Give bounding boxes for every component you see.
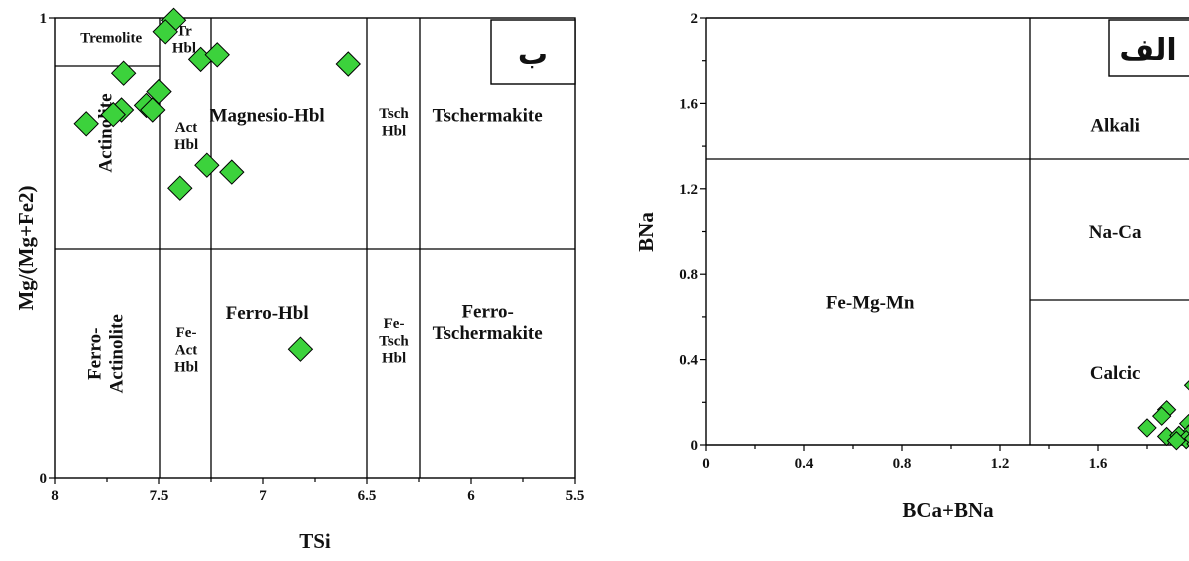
y-tick-label: 2 [691,11,699,27]
left-field-boundaries [55,18,575,478]
field-label: Tr Hbl [172,23,196,56]
x-tick-label: 0.8 [893,456,912,472]
left-y-axis-label: Mg/(Mg+Fe2) [14,185,38,310]
field-label: Tschermakite [433,105,543,126]
x-tick-label: 1.2 [991,456,1010,472]
right-data-points [1137,380,1189,451]
x-tick-label: 7.5 [150,488,169,504]
data-point-11 [1166,431,1187,451]
field-label: Na-Ca [1089,222,1142,243]
y-tick-label: 0 [691,438,699,454]
left-plot-frame [54,17,576,479]
field-label: Fe-Act Hbl [174,325,198,376]
data-point-5 [335,51,361,77]
x-tick-label: 6.5 [358,488,377,504]
field-label: Fe-Tsch Hbl [379,316,409,367]
left-panel-tag-box [490,19,576,85]
data-point-9 [140,97,166,123]
data-point-16 [287,336,314,362]
field-label: Tremolite [80,31,142,47]
right-panel-tag: الف [1119,33,1176,68]
right-y-axis-label: BNa [634,212,658,252]
data-point-14 [219,159,245,185]
data-point-1 [1183,380,1189,391]
x-tick-label: 0 [702,456,710,472]
data-point-13 [194,152,220,178]
data-point-6 [110,60,137,86]
data-point-3 [1151,406,1172,426]
data-point-2 [152,19,178,45]
amphibole-group-plot: Alkali Na-Ca Fe-Mg-Mn Calcic 0 0.4 0.8 1.2 1.6 2… [634,11,1189,522]
right-y-axis-ticks: 0 0.4 0.8 1.2 1.6 2 [679,11,706,454]
x-tick-label: 0.4 [795,456,814,472]
right-panel-tag-box [1108,19,1189,77]
y-tick-label: 0 [40,471,48,487]
y-tick-label: 1 [40,11,48,27]
field-label: Tsch Hbl [379,106,409,139]
data-point-12 [1183,433,1189,444]
x-tick-label: 1.6 [1089,456,1108,472]
left-x-axis-ticks: 8 7.5 7 6.5 6 5.5 [51,478,584,504]
y-tick-label: 0.8 [679,267,698,283]
field-label: Alkali [1090,115,1140,136]
y-tick-label: 1.6 [679,96,698,112]
y-tick-label: 1.2 [679,182,698,198]
right-x-axis-label: BCa+BNa [902,498,994,522]
right-x-axis-ticks: 00.40.81.21.62 [702,445,1148,472]
field-label: Fe-Mg-Mn [826,293,915,314]
x-tick-label: 6 [467,488,475,504]
left-panel-tag: ب [518,37,548,72]
field-label: Ferro-Tschermakite [433,301,543,344]
data-point-11 [100,101,126,128]
data-point-4 [204,42,230,68]
field-label: Calcic [1090,363,1141,384]
data-point-12 [73,111,99,137]
right-field-boundaries [706,18,1189,445]
data-point-15 [167,175,193,201]
field-label: Ferro-Actinolite [85,314,128,393]
right-field-labels: Alkali Na-Ca Fe-Mg-Mn Calcic [826,115,1142,384]
data-point-4 [1137,418,1157,438]
x-tick-label: 7 [259,488,267,504]
field-label: Ferro-Hbl [226,303,309,324]
left-data-points [73,7,361,362]
left-y-axis-ticks: 10 [40,11,55,487]
left-x-axis-label: TSi [299,529,331,553]
field-label: Magnesio-Hbl [210,105,325,126]
y-tick-label: 0.4 [679,353,698,369]
x-tick-label: 5.5 [566,488,585,504]
x-tick-label: 8 [51,488,59,504]
field-label: Act Hbl [174,120,198,153]
